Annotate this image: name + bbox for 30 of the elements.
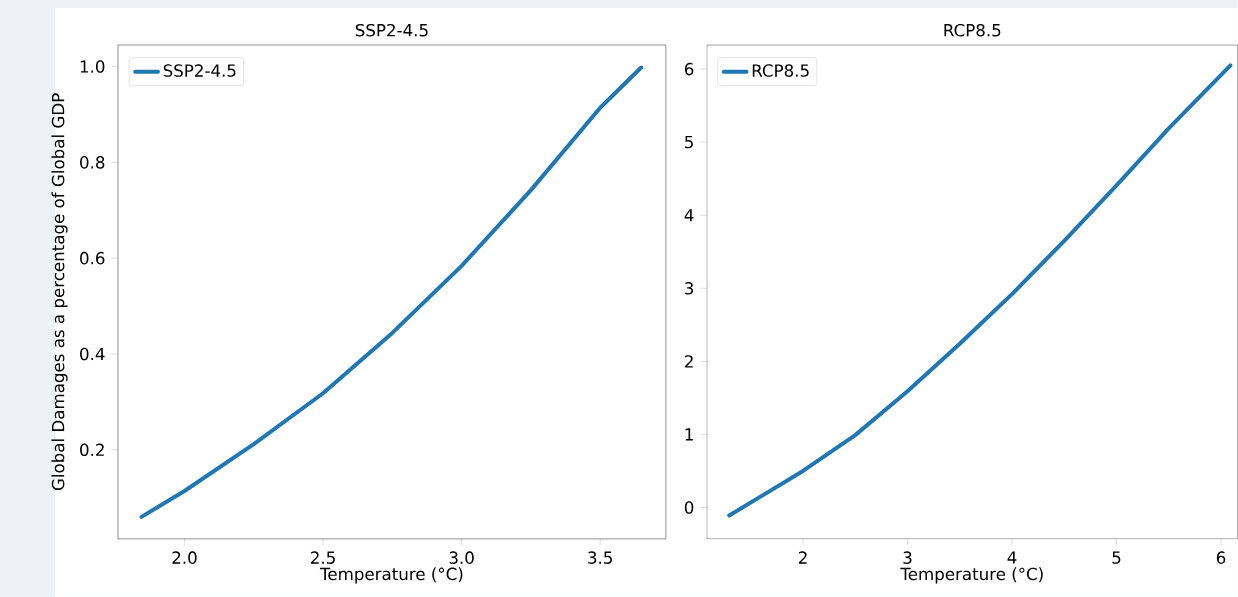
x-tick-label: 3 bbox=[903, 551, 912, 565]
y-tick-label: 1 bbox=[685, 428, 693, 441]
y-tick-label: 5 bbox=[685, 136, 693, 149]
x-tick-label: 6 bbox=[1216, 551, 1226, 565]
line-series bbox=[727, 63, 1233, 518]
y-tick-label: 4 bbox=[684, 209, 694, 222]
y-tick-label: 1.0 bbox=[80, 60, 105, 73]
chart-title: SSP2-4.5 bbox=[355, 23, 428, 37]
chart-title: RCP8.5 bbox=[944, 23, 1001, 37]
x-axis-title: Temperature (°C) bbox=[900, 567, 1043, 584]
x-tick-label: 2 bbox=[798, 551, 807, 564]
y-tick-label: 2 bbox=[684, 355, 693, 368]
x-axis-title: Temperature (°C) bbox=[319, 567, 463, 584]
y-tick-label: 3 bbox=[685, 282, 694, 295]
x-tick-label: 4 bbox=[1007, 551, 1017, 564]
y-tick-label: 0.4 bbox=[80, 347, 105, 361]
y-tick-label: 6 bbox=[684, 62, 694, 76]
x-tick-label: 2.5 bbox=[311, 551, 335, 565]
x-tick-label: 2.0 bbox=[172, 551, 197, 565]
x-tick-label: 3.5 bbox=[588, 551, 612, 565]
x-tick-label: 5 bbox=[1112, 551, 1121, 564]
y-tick-label: 0.2 bbox=[80, 443, 104, 457]
y-tick-label: 0.6 bbox=[80, 251, 105, 265]
x-tick-label: 3.0 bbox=[449, 551, 474, 565]
y-tick-label: 0 bbox=[684, 501, 694, 514]
line-series bbox=[139, 65, 644, 519]
legend-label: SSP2-4.5 bbox=[163, 64, 236, 77]
y-tick-label: 0.8 bbox=[80, 156, 105, 169]
y-axis-title: Global Damages as a percentage of Global GDP bbox=[51, 93, 68, 491]
legend-label: RCP8.5 bbox=[752, 64, 809, 77]
